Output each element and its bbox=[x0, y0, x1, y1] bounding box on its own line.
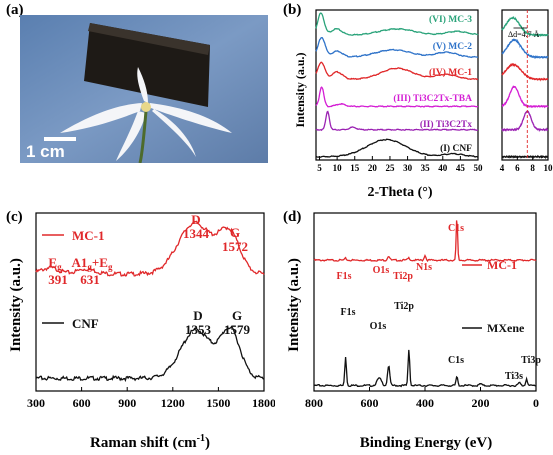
series-line bbox=[313, 349, 537, 388]
xps-mx-O1s: O1s bbox=[370, 321, 387, 332]
photo-aerogel-on-flower bbox=[20, 15, 268, 163]
xps-mc1-Ti2p: Ti2p bbox=[393, 271, 413, 282]
panel-d-xlabel: Binding Energy (eV) bbox=[360, 435, 493, 451]
raman-mc1-D: D bbox=[191, 212, 200, 227]
raman-mc1-Eg: Eg bbox=[48, 255, 62, 272]
panel-b-annotation: Δd=4.7 Å bbox=[508, 30, 540, 39]
x-tick-label: 1200 bbox=[161, 396, 185, 410]
plot-frame bbox=[315, 9, 479, 161]
series-line bbox=[315, 110, 479, 132]
xrd-inset-plot: 4 6 8 10 bbox=[500, 9, 553, 173]
raman-cnf-D: D bbox=[193, 308, 202, 323]
x-tick-label: 1800 bbox=[252, 396, 275, 410]
series-line bbox=[501, 15, 549, 38]
series-label: (V) MC-2 bbox=[433, 41, 473, 52]
panel-d-ylabel: Intensity (a.u.) bbox=[286, 258, 302, 352]
xps-mx-F1s: F1s bbox=[341, 307, 356, 318]
raman-mc1-Eg-value: 391 bbox=[48, 272, 68, 287]
x-tick-label: 8 bbox=[530, 163, 535, 173]
xps-mx-C1s: C1s bbox=[448, 355, 464, 366]
xps-mx-Ti2p: Ti2p bbox=[394, 301, 414, 312]
panel-a-label: (a) bbox=[6, 2, 24, 18]
series-line bbox=[35, 220, 265, 277]
plot-frame bbox=[501, 9, 549, 161]
panel-b-ylabel: Intensity (a.u.) bbox=[293, 52, 307, 127]
xrd-main-plot: 5 10 15 20 25 30 35 40 45 50 (VI) MC-3 (V) MC-2 (IV)… bbox=[315, 9, 484, 173]
series-line bbox=[501, 154, 549, 160]
panel-c-ylabel: Intensity (a.u.) bbox=[8, 258, 24, 352]
xps-mc1-O1s: O1s bbox=[373, 265, 390, 276]
legend-label: MXene bbox=[487, 321, 525, 335]
scalebar-label: 1 cm bbox=[26, 142, 65, 161]
series-line bbox=[501, 110, 549, 133]
x-tick-label: 400 bbox=[416, 396, 434, 410]
scalebar bbox=[44, 137, 76, 141]
xps-plot: 800 600 400 200 0 MC-1 MXene bbox=[305, 212, 539, 410]
x-tick-label: 600 bbox=[361, 396, 379, 410]
x-tick-label: 10 bbox=[544, 163, 553, 173]
panel-c-label: (c) bbox=[6, 209, 23, 225]
raman-mc1-G-value: 1572 bbox=[222, 239, 248, 254]
x-tick-label: 15 bbox=[350, 163, 360, 173]
x-tick-label: 0 bbox=[533, 396, 539, 410]
panel-d-label: (d) bbox=[283, 209, 302, 225]
x-tick-label: 30 bbox=[403, 163, 413, 173]
raman-cnf-G-value: 1579 bbox=[224, 322, 251, 337]
x-tick-label: 25 bbox=[385, 163, 395, 173]
series-line bbox=[315, 12, 479, 36]
legend-label: MC-1 bbox=[72, 228, 105, 243]
panel-c-xlabel: Raman shift (cm-1) bbox=[90, 433, 210, 451]
raman-mc1-G: G bbox=[230, 225, 240, 240]
panel-b-xlabel: 2-Theta (°) bbox=[367, 185, 432, 200]
x-tick-label: 4 bbox=[500, 163, 505, 173]
series-line bbox=[501, 85, 549, 109]
series-line bbox=[315, 61, 479, 81]
raman-mc1-D-value: 1344 bbox=[183, 226, 210, 241]
raman-mc1-A1g-value: 631 bbox=[80, 272, 100, 287]
xps-mx-Ti3p: Ti3p bbox=[521, 355, 541, 366]
series-label: (III) Ti3C2Tx-TBA bbox=[393, 93, 472, 104]
x-tick-label: 10 bbox=[333, 163, 343, 173]
xps-mc1-N1s: N1s bbox=[416, 262, 432, 273]
x-tick-label: 5 bbox=[317, 163, 322, 173]
series-label: (IV) MC-1 bbox=[429, 67, 472, 78]
xps-mc1-C1s: C1s bbox=[448, 223, 464, 234]
legend-label: MC-1 bbox=[487, 258, 517, 272]
series-line bbox=[315, 86, 479, 108]
plot-frame bbox=[313, 212, 537, 392]
raman-cnf-D-value: 1353 bbox=[185, 322, 212, 337]
x-tick-label: 1500 bbox=[206, 396, 230, 410]
x-tick-label: 6 bbox=[515, 163, 520, 173]
legend-label: CNF bbox=[72, 316, 99, 331]
x-tick-label: 200 bbox=[472, 396, 490, 410]
raman-plot: 300 600 900 1200 1500 1800 MC-1 CNF bbox=[27, 212, 275, 410]
series-line bbox=[35, 325, 265, 383]
raman-cnf-G: G bbox=[232, 308, 242, 323]
x-tick-label: 300 bbox=[27, 396, 45, 410]
raman-mc1-A1g: A1g+Eg bbox=[72, 255, 113, 272]
panel-b-xrd: 5 10 15 20 25 30 35 40 45 50 (VI) MC-3 (V) MC-2 (IV)… bbox=[293, 9, 553, 200]
x-tick-label: 600 bbox=[73, 396, 91, 410]
x-tick-label: 40 bbox=[438, 163, 448, 173]
x-tick-label: 45 bbox=[456, 163, 466, 173]
xps-mx-Ti3s: Ti3s bbox=[505, 371, 523, 382]
plot-frame bbox=[35, 212, 265, 392]
series-line bbox=[313, 220, 537, 263]
series-label: (I) CNF bbox=[440, 143, 472, 154]
panel-b-label: (b) bbox=[283, 2, 302, 18]
x-tick-label: 20 bbox=[368, 163, 378, 173]
x-tick-label: 800 bbox=[305, 396, 323, 410]
series-label: (VI) MC-3 bbox=[429, 14, 472, 25]
series-line bbox=[501, 62, 549, 82]
xps-mc1-F1s: F1s bbox=[337, 271, 352, 282]
panel-c-raman: 300 600 900 1200 1500 1800 MC-1 CNF Intensity (… bbox=[8, 212, 275, 451]
series-line bbox=[315, 138, 479, 158]
x-tick-label: 50 bbox=[474, 163, 484, 173]
x-tick-label: 35 bbox=[421, 163, 431, 173]
series-line bbox=[315, 37, 479, 59]
series-line bbox=[501, 38, 549, 60]
series-label: (II) Ti3C2Tx bbox=[420, 119, 472, 130]
x-tick-label: 900 bbox=[118, 396, 136, 410]
